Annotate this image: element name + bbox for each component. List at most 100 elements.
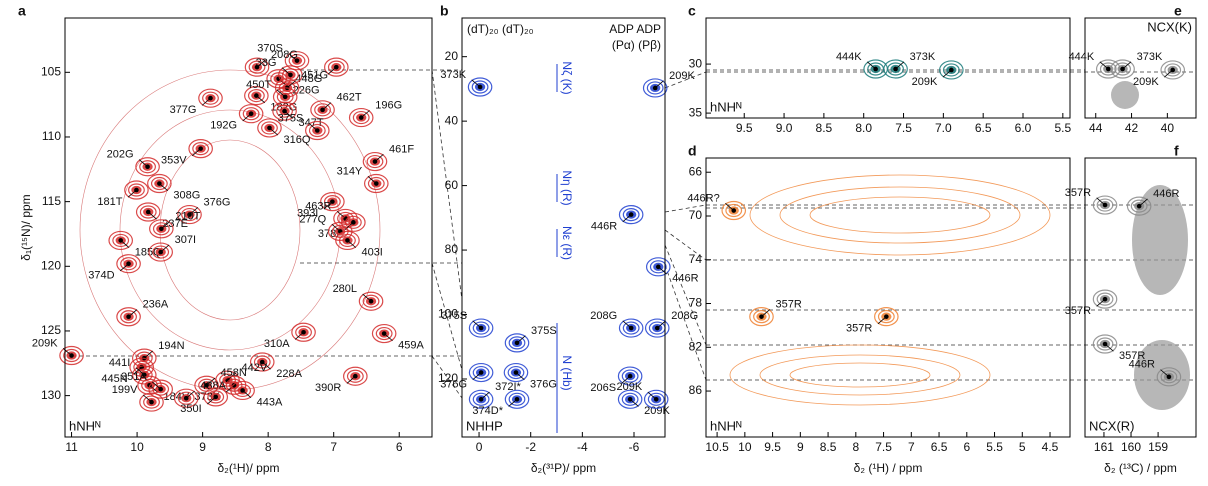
leader-line [294,331,304,340]
contour [272,101,297,121]
leader-line [152,381,161,390]
contour [472,392,490,406]
leader-line [515,372,525,381]
contour [507,365,525,380]
panel-letter: a [18,3,26,19]
contour [139,205,157,219]
x-tick-label: 160 [1121,440,1141,454]
contour [343,366,368,386]
contour [618,318,644,338]
leader-line [1096,197,1106,206]
leader-line [142,394,152,403]
leader-line [160,244,170,253]
contour [1096,337,1114,351]
peak-label: 459A [398,339,424,351]
x-tick-label: 44 [1089,121,1103,135]
x-tick-label: 6.0 [1015,121,1032,135]
y-tick-label: 20 [445,49,459,63]
contour [177,391,195,405]
peak-label: 375S [531,325,557,337]
spectrum-tag: hNHᴺ [710,418,742,433]
contour [1096,198,1114,212]
x-tick-label: 6 [963,440,970,454]
panel-letter: d [688,143,697,159]
peak-label: 446R [591,221,617,233]
leader-line [1122,61,1132,70]
leader-line [161,221,170,230]
leader-line [471,79,481,88]
contour [148,379,173,399]
contour [642,78,668,98]
contour [152,222,170,236]
leader-line [144,350,153,359]
y-tick-label: 82 [689,339,703,353]
peak-label: 463R [305,200,331,212]
leader-line [622,214,632,223]
leader-line [147,211,157,220]
peak-label: 351A [121,371,147,383]
peak-label: 310A [264,338,290,350]
leader-line [120,240,130,248]
contour [371,323,397,344]
peak-label: 374D [88,270,114,282]
peak-label: 185Q [135,246,162,258]
contour [249,352,275,372]
leader-line [323,201,333,210]
y-tick-label: 80 [445,242,459,256]
peak-label: 350I [180,403,201,415]
x-tick-label: 8.0 [855,121,872,135]
contour [622,321,640,335]
x-axis-label: δ₂ (¹H) / ppm [854,461,923,475]
contour [874,307,899,327]
contour [244,57,270,77]
contour [139,392,164,412]
header-label: (dT)₂₀ (dT)₂₀ [467,22,534,36]
contour [198,88,223,108]
contour [362,151,388,172]
peak-label: 316Q [283,134,310,146]
x-tick-label: 40 [1161,121,1175,135]
contour [883,59,908,79]
y-tick-label: 125 [41,323,61,337]
contour [362,294,380,308]
peak-label: 444K [1069,51,1095,63]
panel-letter: f [1174,143,1179,159]
x-tick-label: -4 [577,440,588,454]
y-axis-label: δ₁(¹⁵N)/ ppm [19,194,33,260]
contour [230,380,255,401]
y-tick-label: 40 [445,113,459,127]
leader-line [288,53,298,61]
plot-frame [1084,17,1197,119]
leader-line [362,293,372,302]
peak-label: 209K [644,405,670,417]
peak-label: 209K [669,70,695,82]
peak-label: 357R [1065,187,1091,199]
peak-label: 393I [297,208,318,220]
peak-label: 445N [101,373,127,385]
contour [261,121,278,135]
x-tick-label: 159 [1148,440,1168,454]
contour [1099,62,1117,76]
contour [1160,370,1178,384]
contour [150,176,168,191]
contour [472,365,490,380]
contour [120,257,137,271]
peak-label: 209K [32,337,58,349]
leader-line [761,309,771,317]
contour [238,104,264,124]
peak-label: 376G [440,378,467,390]
peak-label: 377G [170,104,197,116]
leader-line [866,61,876,70]
peak-label: 373K [440,69,466,81]
peak-label: 390R [315,382,341,394]
spectrum-tag: NCX(R) [1089,418,1135,433]
leader-line [480,391,490,400]
connector-lines [72,69,1196,399]
y-tick-label: 74 [689,252,703,266]
leader-line [269,127,279,136]
contour [346,369,364,383]
plot-frame [705,157,1071,438]
contour [276,104,293,118]
